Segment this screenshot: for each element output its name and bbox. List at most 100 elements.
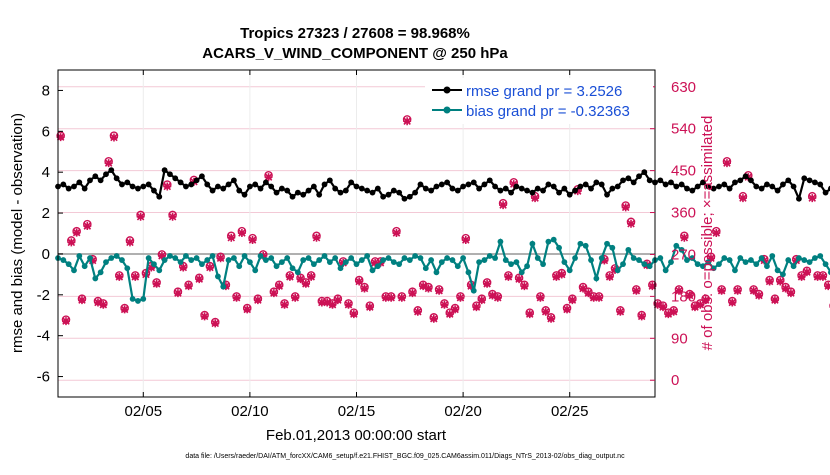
obs-assimilated-point: [515, 275, 523, 283]
bias-point: [796, 255, 802, 261]
rmse-point: [119, 182, 125, 188]
obs-assimilated-point: [313, 234, 321, 242]
bias-point: [732, 267, 738, 273]
obs-assimilated-point: [366, 303, 374, 311]
x-tick-label: 02/10: [231, 403, 269, 420]
bias-point: [577, 241, 583, 247]
rmse-point: [231, 177, 237, 183]
legend: rmse grand pr = 3.2526 bias grand pr = -…: [425, 78, 653, 124]
y-axis-right-label: # of obs: o=possible; ×=assimilated: [699, 116, 716, 351]
y-right-tick-label: 0: [671, 372, 679, 389]
rmse-point: [204, 182, 210, 188]
obs-assimilated-point: [808, 194, 816, 202]
bias-point: [332, 255, 338, 261]
rmse-point: [327, 177, 333, 183]
rmse-point: [679, 182, 685, 188]
y-left-tick-label: -2: [37, 287, 50, 304]
bias-point: [609, 245, 615, 251]
obs-assimilated-point: [568, 296, 576, 304]
bias-point: [284, 255, 290, 261]
obs-assimilated-point: [238, 229, 246, 237]
obs-assimilated-point: [414, 308, 422, 316]
obs-assimilated-point: [430, 315, 438, 323]
obs-assimilated-point: [217, 254, 225, 262]
y-axis-left-label: rmse and bias (model - observation): [9, 113, 26, 353]
bias-point: [220, 284, 226, 290]
rmse-point: [657, 177, 663, 183]
bias-point: [338, 265, 344, 271]
obs-assimilated-point: [153, 280, 161, 288]
obs-assimilated-point: [542, 308, 550, 316]
bias-point: [599, 255, 605, 261]
rmse-point: [300, 192, 306, 198]
bias-point: [604, 241, 610, 247]
obs-assimilated-point: [211, 319, 219, 327]
bias-point: [471, 288, 477, 294]
y-left-tick-label: 2: [42, 205, 50, 222]
obs-assimilated-point: [99, 301, 107, 309]
bias-point: [114, 253, 120, 259]
rmse-point: [631, 180, 637, 186]
obs-assimilated-point: [355, 277, 363, 285]
bias-point: [98, 269, 104, 275]
bias-point: [370, 267, 376, 273]
bias-point: [60, 257, 66, 263]
bias-point: [130, 296, 136, 302]
rmse-point: [178, 180, 184, 186]
bias-point: [801, 257, 807, 263]
legend-rmse-marker: [444, 87, 451, 94]
obs-assimilated-point: [105, 159, 113, 167]
rmse-point: [82, 186, 88, 192]
bias-point: [727, 257, 733, 263]
obs-assimilated-point: [291, 294, 299, 302]
bias-point: [519, 269, 525, 275]
bias-point: [188, 257, 194, 263]
bias-point: [657, 255, 663, 261]
bias-point: [258, 253, 264, 259]
obs-assimilated-point: [435, 287, 443, 295]
bias-point: [716, 261, 722, 267]
rmse-point: [482, 182, 488, 188]
bias-point: [210, 253, 216, 259]
rmse-point: [519, 186, 525, 192]
bias-point: [252, 267, 258, 273]
x-tick-label: 02/25: [551, 403, 589, 420]
y-right-tick-label: 540: [671, 121, 696, 138]
y-right-tick-label: 450: [671, 163, 696, 180]
obs-assimilated-point: [387, 294, 395, 302]
rmse-point: [87, 177, 93, 183]
bias-point: [407, 257, 413, 263]
bias-point: [460, 255, 466, 261]
rmse-point: [156, 194, 162, 200]
obs-assimilated-point: [659, 303, 667, 311]
bias-point: [817, 253, 823, 259]
bias-point: [306, 255, 312, 261]
rmse-point: [135, 186, 141, 192]
rmse-point: [807, 177, 813, 183]
rmse-point: [380, 194, 386, 200]
legend-bias-label: bias grand pr = -0.32363: [466, 103, 630, 120]
x-tick-label: 02/20: [444, 403, 482, 420]
rmse-point: [530, 190, 536, 196]
chart-title-line1: Tropics 27323 / 27608 = 98.968%: [240, 25, 470, 42]
bias-point: [561, 259, 567, 265]
obs-assimilated-point: [627, 220, 635, 228]
obs-assimilated-point: [451, 305, 459, 313]
bias-point: [759, 255, 765, 261]
rmse-point: [252, 182, 258, 188]
obs-assimilated-point: [563, 305, 571, 313]
bias-point: [103, 259, 109, 265]
rmse-point: [418, 182, 424, 188]
rmse-point: [364, 188, 370, 194]
rmse-point: [183, 184, 189, 190]
bias-point: [466, 269, 472, 275]
bias-point: [66, 261, 72, 267]
bias-point: [354, 261, 360, 267]
obs-assimilated-point: [350, 310, 358, 318]
rmse-point: [673, 184, 679, 190]
rmse-point: [71, 184, 77, 190]
bias-point: [434, 269, 440, 275]
obs-assimilated-point: [73, 229, 81, 237]
bias-point: [498, 239, 504, 245]
